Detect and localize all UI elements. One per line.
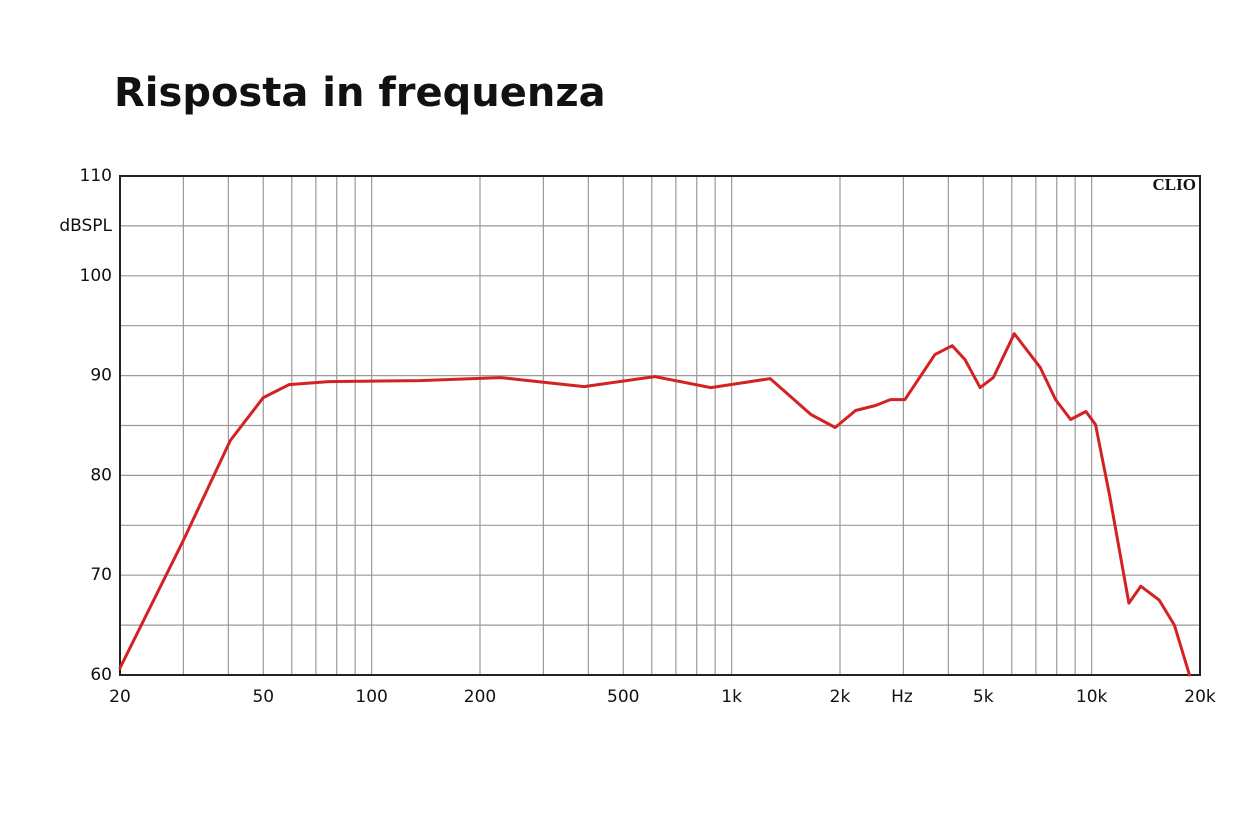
x-tick-label: 200 [464, 687, 496, 707]
y-axis-label: dBSPL [59, 216, 112, 236]
x-tick-label: 50 [252, 687, 274, 707]
x-tick-label: 20k [1184, 687, 1216, 707]
x-tick-label: 1k [721, 687, 742, 707]
x-tick-label: 500 [607, 687, 639, 707]
x-axis-label: Hz [891, 687, 913, 707]
x-tick-label: 20 [109, 687, 131, 707]
y-tick-label: 70 [90, 565, 112, 585]
chart-title: Risposta in frequenza [114, 70, 606, 116]
y-tick-label: 110 [80, 166, 112, 186]
plot-frame [119, 175, 1201, 676]
y-tick-label: 100 [80, 266, 112, 286]
y-tick-label: 60 [90, 665, 112, 685]
response-curve [118, 332, 1191, 677]
x-tick-label: 2k [830, 687, 851, 707]
x-tick-label: 10k [1076, 687, 1108, 707]
y-tick-label: 80 [90, 465, 112, 485]
x-tick-label: 100 [355, 687, 387, 707]
y-tick-label: 90 [90, 366, 112, 386]
x-tick-label: 5k [973, 687, 994, 707]
annotation: CLIO [1153, 175, 1196, 194]
